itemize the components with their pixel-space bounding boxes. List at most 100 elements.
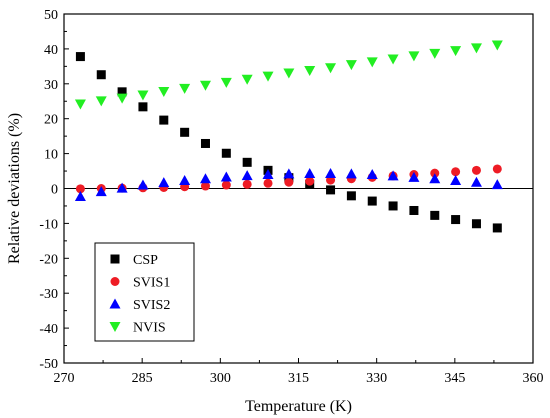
point-svis1 (305, 176, 315, 186)
point-csp (242, 157, 252, 167)
tick-labels: 270 285 300 315 330 345 360 -50 -40 -30 -20 -10 0 10 2… (39, 8, 543, 386)
legend: CSP SVIS1 SVIS2 NVIS (94, 242, 195, 342)
point-svis2 (179, 174, 191, 185)
point-nvis (199, 80, 211, 91)
point-svis2 (116, 182, 128, 193)
point-nvis (179, 83, 191, 94)
point-csp (180, 127, 190, 137)
point-svis2 (95, 186, 107, 197)
point-csp (159, 115, 169, 125)
y-tick-label: -50 (39, 357, 58, 372)
legend-label-csp: CSP (133, 253, 158, 268)
y-tick-label: -20 (39, 252, 58, 267)
point-nvis (241, 74, 253, 85)
point-svis2 (241, 170, 253, 181)
x-axis-title: Temperature (K) (245, 398, 352, 415)
point-nvis (345, 60, 357, 71)
point-nvis (220, 77, 232, 88)
point-csp (409, 205, 419, 215)
point-svis2 (158, 177, 170, 188)
y-tick-label: -10 (39, 217, 58, 232)
x-tick-label: 360 (523, 371, 544, 386)
point-csp (388, 201, 398, 211)
legend-label-nvis: NVIS (133, 321, 166, 336)
point-nvis (408, 51, 420, 62)
point-csp (492, 223, 502, 233)
x-tick-label: 270 (54, 371, 75, 386)
x-tick-label: 330 (366, 371, 387, 386)
point-svis2 (283, 168, 295, 179)
point-svis2 (387, 170, 399, 181)
y-tick-label: 40 (44, 43, 58, 58)
y-tick-label: -30 (39, 287, 58, 302)
point-svis2 (74, 191, 86, 202)
point-nvis (429, 48, 441, 59)
point-csp (117, 87, 127, 97)
point-svis2 (470, 176, 482, 187)
point-nvis (325, 63, 337, 74)
point-csp (221, 148, 231, 158)
y-tick-label: 20 (44, 113, 58, 128)
point-svis1 (221, 180, 231, 190)
y-tick-label: 10 (44, 148, 58, 163)
point-nvis (450, 46, 462, 57)
point-svis2 (220, 171, 232, 182)
point-csp (96, 70, 106, 80)
point-nvis (366, 57, 378, 68)
point-nvis (158, 86, 170, 97)
point-svis1 (492, 164, 502, 174)
point-nvis (262, 71, 274, 82)
point-nvis (95, 96, 107, 107)
point-svis2 (450, 174, 462, 185)
point-csp (138, 102, 148, 112)
point-csp (346, 191, 356, 201)
point-csp (430, 210, 440, 220)
point-svis1 (284, 177, 294, 187)
point-nvis (116, 93, 128, 104)
point-svis2 (262, 169, 274, 180)
y-tick-label: 30 (44, 78, 58, 93)
x-tick-label: 345 (444, 371, 465, 386)
point-nvis (74, 99, 86, 110)
x-tick-label: 300 (210, 371, 231, 386)
point-nvis (470, 43, 482, 54)
point-csp (200, 138, 210, 148)
point-nvis (283, 68, 295, 79)
point-svis1 (451, 167, 461, 177)
point-svis2 (491, 179, 503, 190)
x-tick-label: 285 (132, 371, 153, 386)
y-axis-title: Relative deviations (%) (6, 113, 23, 264)
legend-marker-nvis (109, 322, 121, 332)
point-svis1 (75, 184, 85, 194)
point-svis2 (137, 179, 149, 190)
plot-frame (63, 13, 534, 364)
point-csp (471, 219, 481, 229)
point-svis2 (199, 173, 211, 184)
point-csp (367, 196, 377, 206)
point-svis2 (304, 167, 316, 178)
point-csp (75, 52, 85, 62)
y-tick-label: 0 (51, 183, 58, 198)
point-svis1 (430, 168, 440, 178)
legend-label-svis1: SVIS1 (133, 276, 170, 291)
legend-marker-svis2 (109, 298, 121, 309)
legend-marker-svis1 (110, 277, 120, 286)
point-svis2 (325, 167, 337, 178)
point-nvis (137, 90, 149, 101)
point-svis1 (263, 178, 273, 188)
y-tick-label: -40 (39, 322, 58, 337)
point-csp (451, 215, 461, 225)
point-svis2 (408, 171, 420, 182)
point-svis1 (200, 181, 210, 191)
point-svis2 (345, 168, 357, 179)
point-svis1 (242, 179, 252, 189)
point-svis2 (366, 169, 378, 180)
point-nvis (387, 54, 399, 65)
point-svis2 (429, 173, 441, 184)
point-nvis (491, 40, 503, 51)
data-marks (74, 40, 503, 233)
x-tick-label: 315 (288, 371, 309, 386)
y-tick-label: 50 (44, 8, 58, 23)
point-svis1 (471, 165, 481, 175)
